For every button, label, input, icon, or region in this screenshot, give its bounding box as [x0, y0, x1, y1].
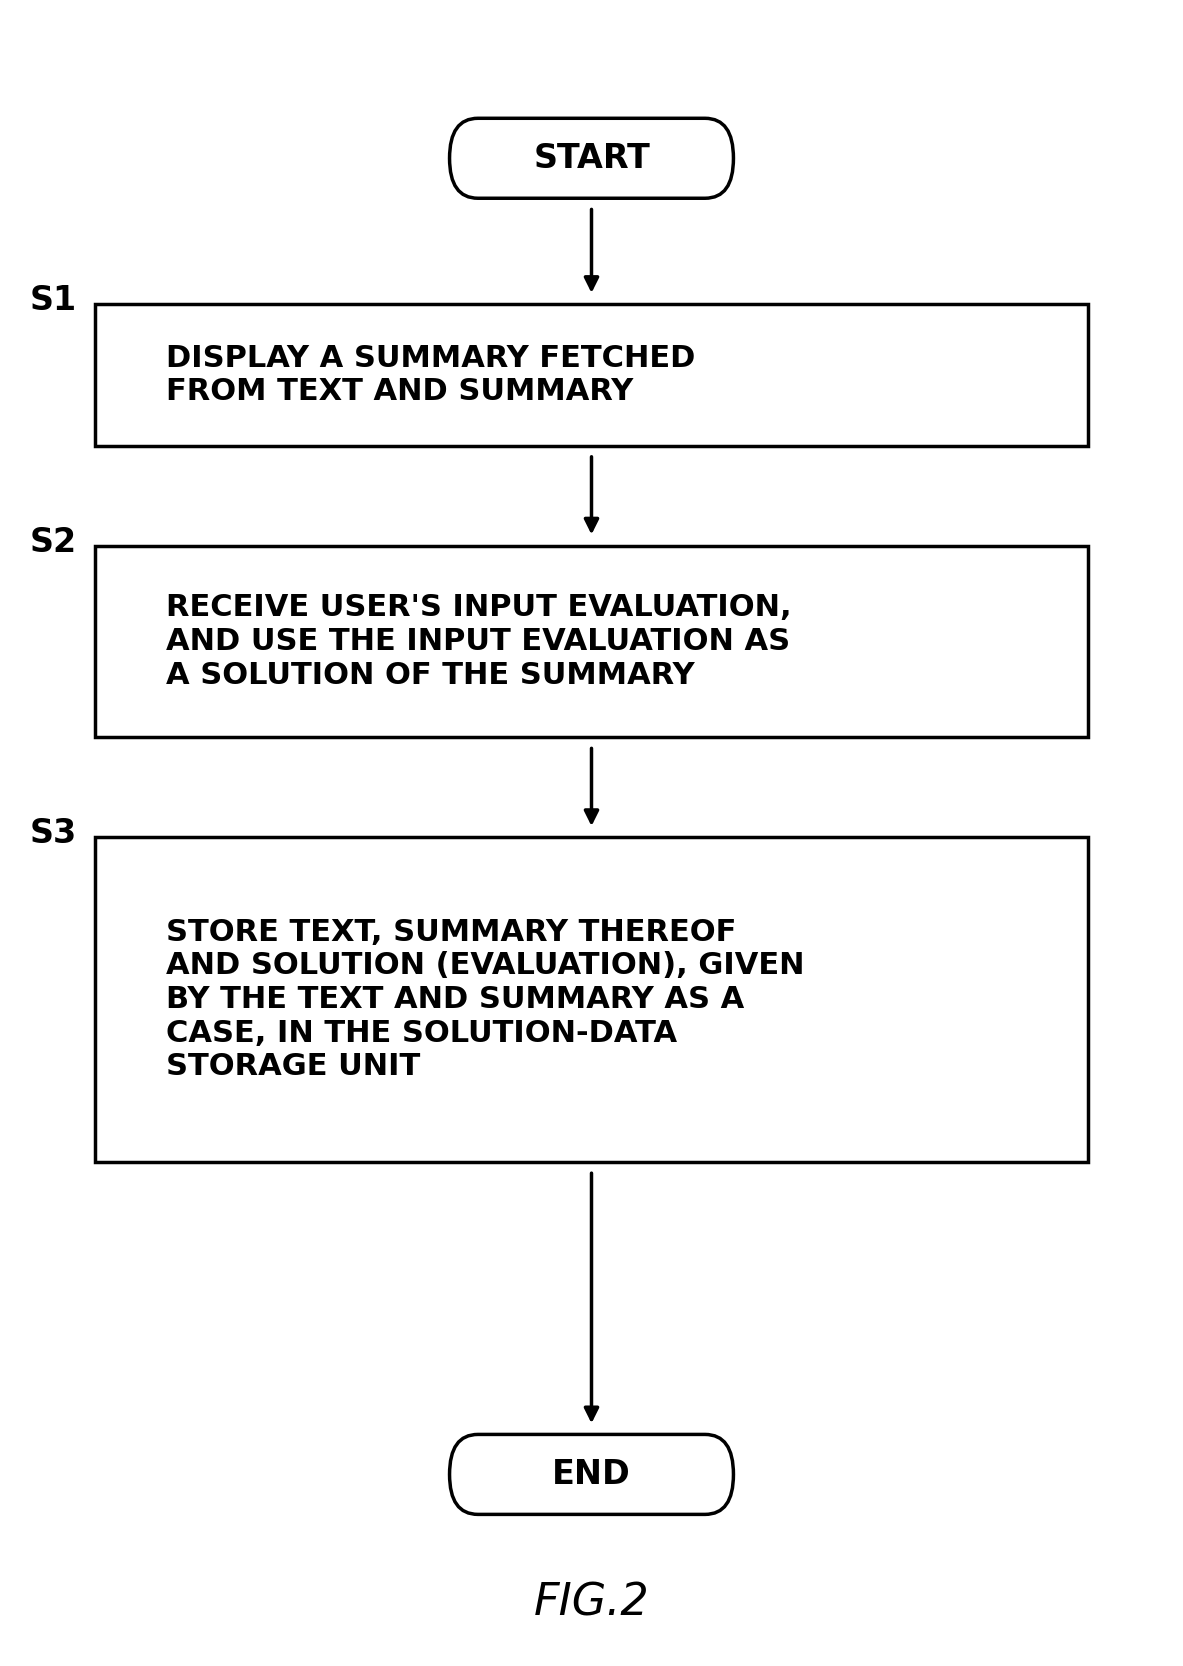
Text: END: END — [552, 1458, 631, 1491]
Text: DISPLAY A SUMMARY FETCHED
FROM TEXT AND SUMMARY: DISPLAY A SUMMARY FETCHED FROM TEXT AND … — [166, 343, 694, 407]
Text: RECEIVE USER'S INPUT EVALUATION,
AND USE THE INPUT EVALUATION AS
A SOLUTION OF T: RECEIVE USER'S INPUT EVALUATION, AND USE… — [166, 593, 791, 690]
Text: START: START — [534, 142, 649, 175]
Text: S2: S2 — [30, 526, 77, 558]
Text: S1: S1 — [30, 283, 77, 317]
FancyBboxPatch shape — [450, 1434, 733, 1514]
FancyBboxPatch shape — [450, 118, 733, 198]
FancyBboxPatch shape — [95, 836, 1088, 1163]
Text: STORE TEXT, SUMMARY THEREOF
AND SOLUTION (EVALUATION), GIVEN
BY THE TEXT AND SUM: STORE TEXT, SUMMARY THEREOF AND SOLUTION… — [166, 918, 804, 1081]
FancyBboxPatch shape — [95, 546, 1088, 738]
FancyBboxPatch shape — [95, 305, 1088, 446]
Text: S3: S3 — [30, 816, 77, 850]
Text: FIG.2: FIG.2 — [534, 1581, 649, 1624]
